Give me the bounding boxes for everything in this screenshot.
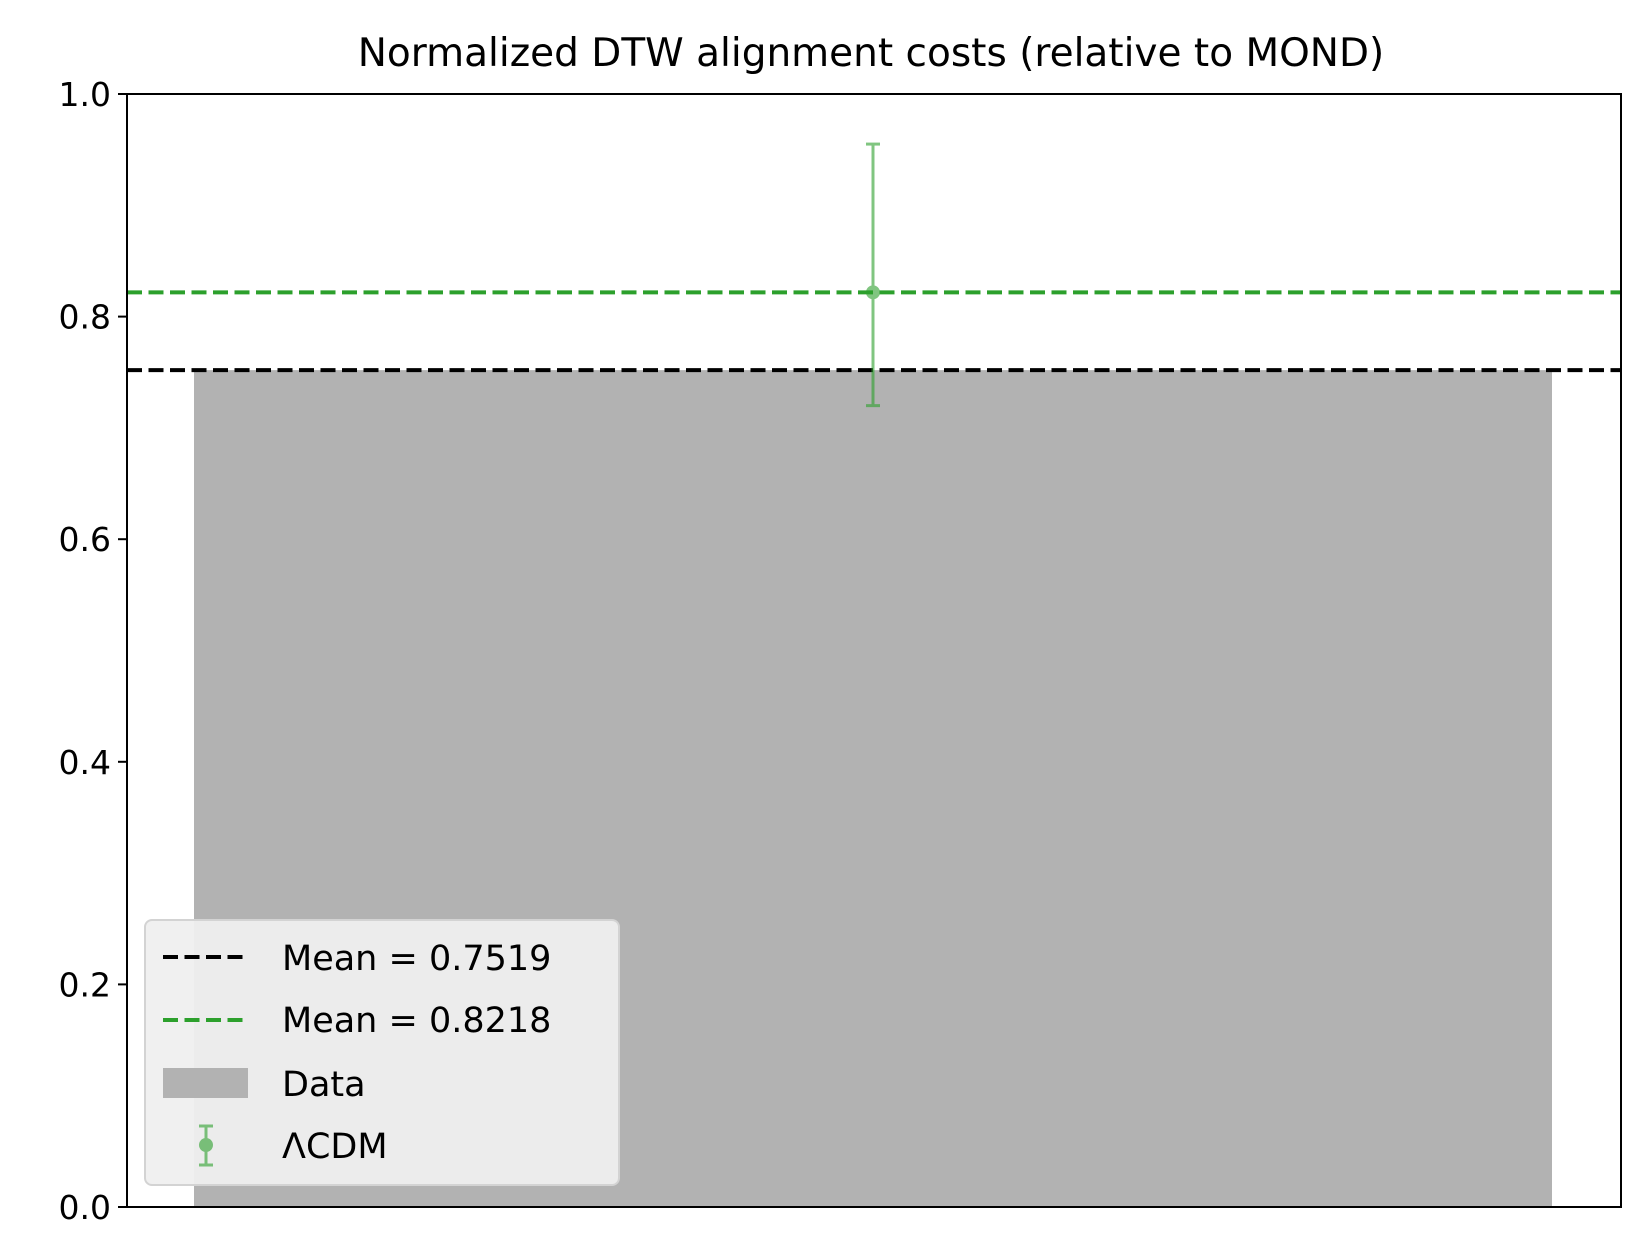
legend-swatch-lcdm bbox=[199, 1124, 213, 1167]
y-tick-label: 0.2 bbox=[59, 965, 111, 1004]
errorbar-point bbox=[866, 285, 880, 300]
y-tick-label: 0.6 bbox=[59, 520, 111, 559]
legend-label-data: Data bbox=[282, 1065, 366, 1105]
legend: Mean = 0.7519 Mean = 0.8218 Data ΛCDM bbox=[144, 919, 620, 1186]
axes-frame bbox=[126, 93, 1622, 1208]
legend-swatch-data bbox=[163, 1068, 248, 1098]
legend-frame bbox=[144, 919, 620, 1186]
y-tick-label: 1.0 bbox=[59, 75, 111, 114]
y-tick-label: 0.4 bbox=[59, 743, 111, 782]
lcdm-errorbar bbox=[866, 142, 880, 408]
legend-label-mean-lcdm: Mean = 0.8218 bbox=[282, 1001, 551, 1041]
legend-label-lcdm: ΛCDM bbox=[282, 1127, 388, 1167]
y-axis: 0.0 0.2 0.4 0.6 0.8 1.0 bbox=[59, 75, 127, 1227]
y-tick-label: 0.8 bbox=[59, 298, 111, 337]
y-tick-label: 0.0 bbox=[59, 1188, 111, 1227]
legend-label-mean-data: Mean = 0.7519 bbox=[282, 939, 551, 979]
chart-title: Normalized DTW alignment costs (relative… bbox=[358, 31, 1384, 76]
